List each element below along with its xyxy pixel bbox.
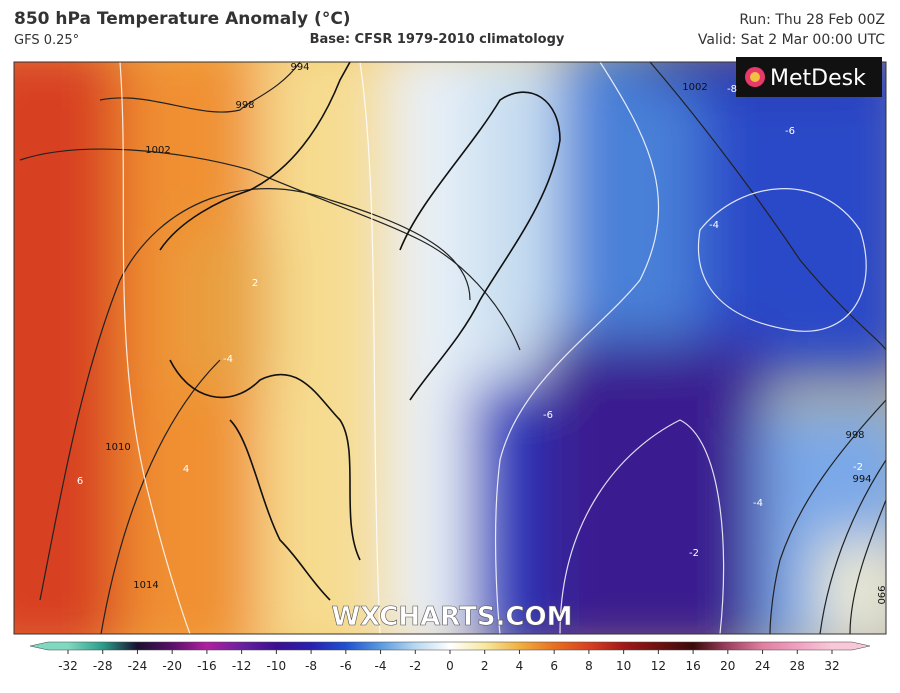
anomaly-label: -8 — [727, 84, 737, 95]
colorbar-bar — [29, 641, 871, 651]
anomaly-label: 6 — [77, 476, 83, 487]
valid: Valid: Sat 2 Mar 00:00 UTC — [698, 32, 885, 48]
anomaly-label: -6 — [543, 410, 553, 421]
isobar-label: 1002 — [145, 145, 170, 156]
colorbar-tick-label: -2 — [409, 659, 421, 673]
colorbar-tick-label: 10 — [616, 659, 631, 673]
isobar-label: 994 — [852, 474, 871, 485]
colorbar-tick-label: -20 — [162, 659, 182, 673]
colorbar-tick-label: -6 — [340, 659, 352, 673]
anomaly-label: -4 — [753, 498, 763, 509]
colorbar-tick-label: -32 — [58, 659, 78, 673]
anomaly-label: -4 — [709, 220, 719, 231]
colorbar-tick-label: 8 — [585, 659, 593, 673]
anomaly-label: 2 — [252, 278, 258, 289]
colorbar-tick-label: 0 — [446, 659, 454, 673]
colorbar-tick-label: 4 — [516, 659, 524, 673]
anomaly-label: 4 — [183, 464, 189, 475]
colorbar-tick-label: 6 — [550, 659, 558, 673]
colorbar-tick-label: 28 — [790, 659, 805, 673]
colorbar-tick-label: 16 — [685, 659, 700, 673]
anomaly-label: -6 — [785, 126, 795, 137]
isobar-label: 998 — [235, 100, 254, 111]
colorbar-tick-label: -10 — [267, 659, 287, 673]
colorbar-tick-label: 20 — [720, 659, 735, 673]
isobar-label: 1010 — [105, 442, 130, 453]
isobar-label: 994 — [290, 62, 309, 73]
map-frame — [13, 61, 887, 635]
colorbar-tick-label: -8 — [305, 659, 317, 673]
isobar-label: 998 — [845, 430, 864, 441]
colorbar-tick-label: -28 — [93, 659, 113, 673]
colorbar-tick-label: 12 — [651, 659, 666, 673]
anomaly-label: -2 — [853, 462, 863, 473]
map — [14, 62, 886, 634]
isobar-label: 1014 — [133, 580, 158, 591]
colorbar-tick-label: 24 — [755, 659, 770, 673]
run: Run: Thu 28 Feb 00Z — [739, 12, 885, 28]
colorbar-tick-label: -4 — [375, 659, 387, 673]
isobar-label: 990 — [875, 585, 886, 604]
base: Base: CFSR 1979-2010 climatology — [310, 32, 565, 47]
colorbar-tick-label: -24 — [128, 659, 148, 673]
isobar-label: 1002 — [682, 82, 707, 93]
colorbar-tick-label: 32 — [824, 659, 839, 673]
colorbar-tick-label: -16 — [197, 659, 217, 673]
anomaly-label: -2 — [689, 548, 699, 559]
colorbar-tick-label: -12 — [232, 659, 252, 673]
title: 850 hPa Temperature Anomaly (°C) — [14, 9, 351, 29]
colorbar: -32 -28 -24 -20 -16 -12 -10 -8 -6 -4 -2 0 2 4 6 8 10 12 16… — [29, 641, 871, 673]
anomaly-label: -4 — [223, 354, 233, 365]
model: GFS 0.25° — [14, 33, 79, 48]
watermark: WXCHARTS.COM — [331, 602, 572, 632]
colorbar-tick-label: 2 — [481, 659, 489, 673]
logo: MetDesk — [770, 66, 866, 91]
